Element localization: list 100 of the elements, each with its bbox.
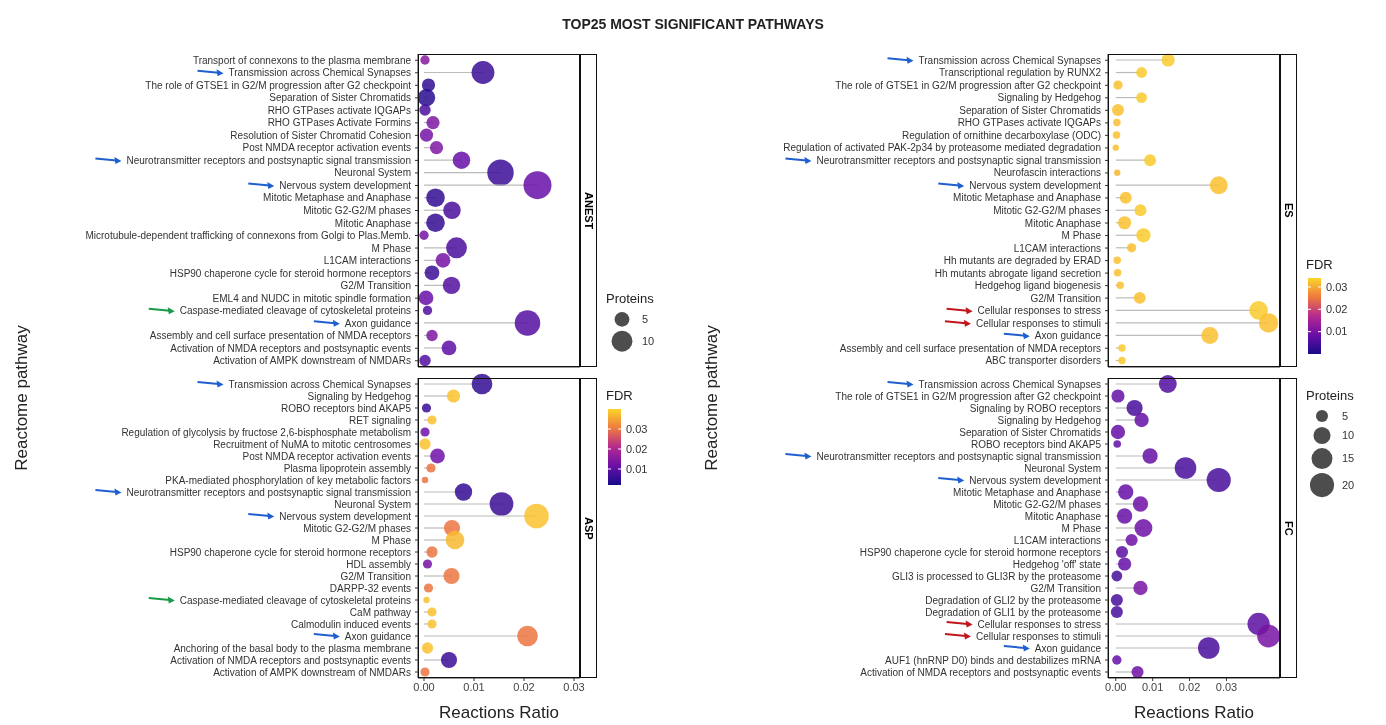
x-tick-label: 0.02 [513, 680, 535, 693]
y-tick-label: Neurotransmitter receptors and postsynaptic signal transmission [126, 486, 411, 498]
y-tick-label: HSP90 chaperone cycle for steroid hormone receptors [169, 546, 411, 558]
y-tick-label: Cellular responses to stimuli [975, 317, 1101, 329]
y-tick-label: Hedgehog 'off' state [1012, 558, 1102, 570]
y-tick-label: Mitotic Anaphase [1024, 217, 1102, 229]
y-tick-label: Activation of AMPK downstream of NMDARs [213, 666, 411, 678]
y-tick-label: Cellular responses to stress [977, 305, 1101, 317]
y-tick-label: RHO GTPases activate IQGAPs [267, 104, 411, 116]
y-tick-label: Neurofascin interactions [993, 167, 1101, 179]
y-tick-label: The role of GTSE1 in G2/M progression after G2 checkpoint [835, 79, 1102, 91]
y-tick-label: Degradation of GLI2 by the proteasome [925, 594, 1102, 606]
y-tick-label: PKA-mediated phosphorylation of key metabolic factors [165, 474, 411, 486]
y-tick-label: Plasma lipoprotein assembly [283, 462, 411, 474]
y-tick-label: Microtubule-dependent trafficking of connexons from Golgi to Plas.Memb. [85, 230, 411, 242]
y-tick-label: Transport of connexons to the plasma membrane [192, 54, 412, 66]
y-tick-label: Mitotic Anaphase [334, 217, 412, 229]
text: ANEST [582, 191, 595, 230]
y-tick-label: ABC transporter disorders [985, 355, 1101, 367]
y-tick-label: Signaling by Hedgehog [997, 92, 1101, 104]
y-tick-label: Activation of NMDA receptors and postsynaptic events [860, 666, 1101, 678]
y-tick-label: The role of GTSE1 in G2/M progression after G2 checkpoint [835, 390, 1102, 402]
y-tick-label: Transmission across Chemical Synapses [228, 67, 411, 79]
y-tick-label: L1CAM interactions [1013, 534, 1101, 546]
y-tick-label: Signaling by Hedgehog [307, 390, 411, 402]
y-tick-label: DARPP-32 events [329, 582, 411, 594]
y-tick-label: Assembly and cell surface presentation of NMDA receptors [149, 330, 411, 342]
y-tick-label: Hh mutants abrogate ligand secretion [934, 267, 1101, 279]
y-tick-label: Axon guidance [344, 630, 412, 642]
y-tick-label: Signaling by Hedgehog [997, 414, 1101, 426]
y-tick-label: HDL assembly [346, 558, 411, 570]
legend-label: 10 [642, 335, 655, 348]
y-tick-label: Anchoring of the basal body to the plasma membrane [173, 642, 412, 654]
y-tick-label: Separation of Sister Chromatids [269, 92, 411, 104]
y-tick-label: Neurotransmitter receptors and postsynaptic signal transmission [126, 154, 411, 166]
y-tick-label: Axon guidance [1034, 642, 1102, 654]
y-tick-label: Nervous system development [969, 179, 1102, 191]
x-tick-label: 0.01 [1141, 680, 1164, 693]
y-tick-label: Activation of AMPK downstream of NMDARs [213, 355, 411, 367]
color-bar-label: 0.03 [626, 422, 648, 435]
text: ASP [582, 516, 595, 540]
y-tick-label: RHO GTPases Activate Formins [267, 117, 411, 129]
y-tick-label: Separation of Sister Chromatids [959, 104, 1101, 116]
y-tick-label: The role of GTSE1 in G2/M progression after G2 checkpoint [145, 79, 412, 91]
text: ES [1282, 203, 1295, 218]
y-tick-label: Axon guidance [1034, 330, 1102, 342]
y-tick-label: Mitotic Anaphase [1024, 510, 1102, 522]
y-tick-label: CaM pathway [349, 606, 411, 618]
y-tick-label: ROBO receptors bind AKAP5 [280, 402, 412, 414]
y-tick-label: G2/M Transition [340, 570, 411, 582]
y-tick-label: Hh mutants are degraded by ERAD [943, 255, 1101, 267]
legend-label: 20 [1342, 478, 1355, 491]
y-tick-label: Transmission across Chemical Synapses [228, 378, 411, 390]
y-tick-label: Mitotic Metaphase and Anaphase [953, 486, 1102, 498]
legend-label: 10 [1342, 429, 1355, 442]
y-tick-label: GLI3 is processed to GLI3R by the proteasome [892, 570, 1102, 582]
y-tick-label: Neurotransmitter receptors and postsynaptic signal transmission [816, 154, 1101, 166]
y-tick-label: Transmission across Chemical Synapses [918, 54, 1101, 66]
y-axis-title: Reactome pathway [702, 324, 722, 473]
y-tick-label: Cellular responses to stimuli [975, 630, 1101, 642]
text: FC [1282, 520, 1295, 536]
y-tick-label: Transmission across Chemical Synapses [918, 378, 1101, 390]
y-tick-label: Resolution of Sister Chromatid Cohesion [230, 129, 411, 141]
color-bar-title: FDR [1306, 257, 1334, 272]
y-tick-label: AUF1 (hnRNP D0) binds and destabilizes mRNA [884, 654, 1102, 666]
y-tick-label: Activation of NMDA receptors and postsynaptic events [170, 342, 411, 354]
y-tick-label: Cellular responses to stress [977, 618, 1101, 630]
y-tick-label: Mitotic G2-G2/M phases [303, 522, 411, 534]
y-tick-label: G2/M Transition [1030, 582, 1101, 594]
y-tick-label: L1CAM interactions [1013, 242, 1101, 254]
y-tick-label: Neuronal System [334, 498, 411, 510]
y-tick-label: Assembly and cell surface presentation of NMDA receptors [839, 342, 1101, 354]
x-tick-label: 0.00 [413, 680, 435, 693]
y-tick-label: HSP90 chaperone cycle for steroid hormone receptors [169, 267, 411, 279]
x-tick-label: 0.02 [1178, 680, 1201, 693]
y-tick-label: Regulation of ornithine decarboxylase (ODC) [902, 129, 1101, 141]
color-bar-label: 0.01 [1326, 325, 1348, 338]
y-tick-label: Neuronal System [334, 167, 411, 179]
x-tick-label: 0.00 [1105, 680, 1127, 693]
y-tick-label: RHO GTPases activate IQGAPs [957, 117, 1101, 129]
x-tick-label: 0.03 [1215, 680, 1238, 693]
x-axis-title: Reactions Ratio [438, 703, 560, 722]
y-tick-label: Mitotic G2-G2/M phases [303, 205, 411, 216]
y-tick-label: Hedgehog ligand biogenesis [974, 280, 1101, 292]
y-tick-label: M Phase [1061, 230, 1102, 242]
x-axis-title: Reactions Ratio [1133, 703, 1255, 722]
y-tick-label: Regulation of glycolysis by fructose 2,6-bisphosphate metabolism [121, 426, 411, 438]
y-tick-label: RET signaling [348, 414, 411, 426]
y-tick-label: Separation of Sister Chromatids [959, 426, 1101, 438]
legend-label: 15 [1342, 452, 1355, 465]
y-tick-label: Mitotic Metaphase and Anaphase [953, 192, 1102, 204]
text: TOP25 MOST SIGNIFICANT PATHWAYS [561, 16, 825, 32]
y-tick-label: Activation of NMDA receptors and postsynaptic events [170, 654, 411, 666]
color-bar-label: 0.02 [1326, 303, 1348, 316]
y-tick-label: Caspase-mediated cleavage of cytoskeletal proteins [179, 305, 411, 317]
legend-title: Proteins [1306, 388, 1355, 403]
y-tick-label: Signaling by ROBO receptors [969, 402, 1101, 414]
x-tick-label: 0.01 [463, 680, 485, 693]
y-tick-label: HSP90 chaperone cycle for steroid hormone receptors [859, 546, 1101, 558]
y-tick-label: M Phase [371, 534, 412, 546]
